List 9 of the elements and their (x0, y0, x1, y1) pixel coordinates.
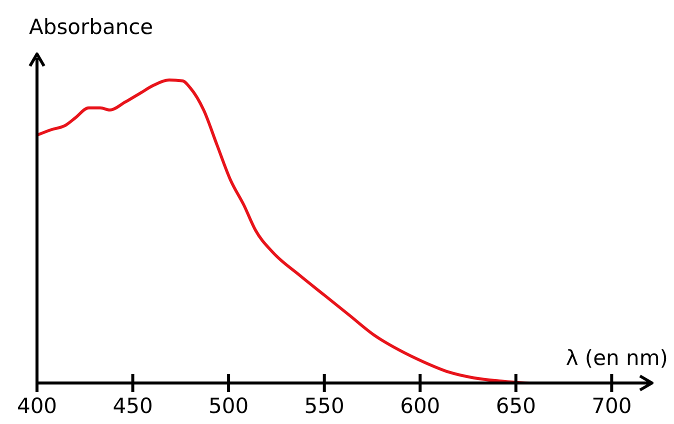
x-tick-label: 450 (112, 394, 153, 418)
x-tick-label: 700 (592, 394, 632, 418)
y-axis-title: Absorbance (29, 15, 154, 39)
x-tick-label: 550 (304, 394, 344, 418)
x-axis-title: λ (en nm) (566, 346, 668, 370)
x-tick-label: 500 (208, 394, 249, 418)
x-tick-label: 650 (496, 394, 536, 418)
x-tick-label: 400 (16, 394, 58, 418)
x-tick-label: 600 (400, 394, 440, 418)
